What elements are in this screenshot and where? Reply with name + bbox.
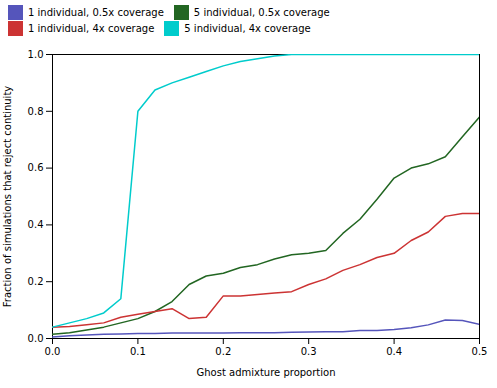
svg-text:0.4: 0.4 bbox=[386, 346, 402, 357]
svg-text:0.0: 0.0 bbox=[45, 346, 61, 357]
svg-text:0.1: 0.1 bbox=[130, 346, 146, 357]
svg-text:0.6: 0.6 bbox=[28, 162, 44, 173]
html-text:5 individual, 4x coverage: 5 individual, 4x coverage bbox=[184, 23, 311, 35]
svg-text:0.5: 0.5 bbox=[472, 346, 488, 357]
html-text:1 individual, 0.5x coverage: 1 individual, 0.5x coverage bbox=[28, 6, 164, 18]
svg-text:1.0: 1.0 bbox=[28, 49, 44, 60]
svg-text:0.4: 0.4 bbox=[28, 219, 44, 230]
svg-text:0.2: 0.2 bbox=[215, 346, 231, 357]
html-text:1 individual, 4x coverage: 1 individual, 4x coverage bbox=[28, 23, 155, 35]
svg-text:0.2: 0.2 bbox=[28, 276, 44, 287]
svg-text:Ghost admixture proportion: Ghost admixture proportion bbox=[197, 367, 336, 378]
html-text:5 individual, 0.5x coverage: 5 individual, 0.5x coverage bbox=[193, 6, 330, 18]
svg-text:0.8: 0.8 bbox=[28, 106, 44, 117]
svg-text:0.0: 0.0 bbox=[28, 333, 44, 344]
svg-text:0.3: 0.3 bbox=[301, 346, 317, 357]
svg-text:Fraction of simulations that r: Fraction of simulations that reject cont… bbox=[2, 86, 13, 308]
